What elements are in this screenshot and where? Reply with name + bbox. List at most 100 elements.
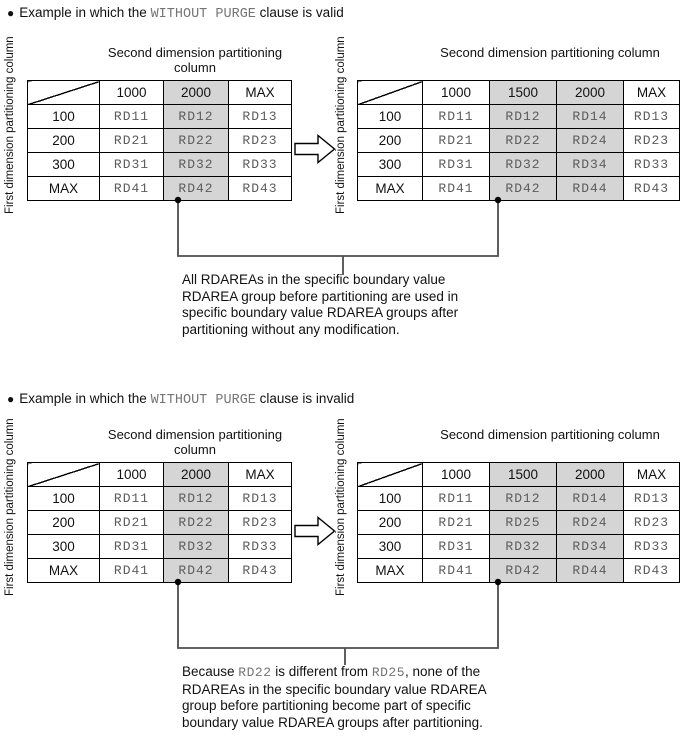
cell-RD44: RD44 bbox=[556, 176, 624, 201]
header-row: 1000 2000 MAX bbox=[27, 462, 292, 487]
second-dimension-label-before: Second dimension partitioning column bbox=[107, 45, 283, 75]
caption-valid: All RDAREAs in the specific boundary val… bbox=[182, 272, 458, 338]
diagonal-corner-cell bbox=[27, 80, 100, 105]
connector-lines-valid bbox=[174, 196, 502, 275]
table-row: 300 RD31 RD32 RD34 RD33 bbox=[357, 534, 680, 559]
caption-line: All RDAREAs in the specific boundary val… bbox=[182, 272, 458, 289]
row-header-100: 100 bbox=[357, 104, 423, 129]
caption-line: specific boundary value RDAREA groups af… bbox=[182, 305, 458, 322]
inline-text: Because bbox=[182, 664, 239, 679]
cell-RD41: RD41 bbox=[99, 558, 164, 583]
table-row: 200 RD21 RD22 RD23 bbox=[27, 510, 292, 535]
cell-RD23: RD23 bbox=[228, 510, 292, 535]
diagonal-corner-cell bbox=[27, 462, 100, 487]
header-row: 1000 1500 2000 MAX bbox=[357, 462, 680, 487]
connector-lines-invalid bbox=[174, 578, 502, 665]
col-header-2000: 2000 bbox=[556, 80, 624, 105]
cell-RD31: RD31 bbox=[422, 152, 490, 177]
row-header-200: 200 bbox=[357, 510, 423, 535]
cell-RD24: RD24 bbox=[556, 510, 624, 535]
table-row: MAX RD41 RD42 RD43 bbox=[27, 558, 292, 583]
col-header-1500: 1500 bbox=[489, 80, 557, 105]
inline-text: clause is valid bbox=[255, 5, 344, 20]
table-row: 100 RD11 RD12 RD13 bbox=[27, 486, 292, 511]
inline-code: RD25 bbox=[371, 665, 406, 680]
row-header-200: 200 bbox=[27, 128, 100, 153]
row-header-200: 200 bbox=[357, 128, 423, 153]
diagonal-corner-cell bbox=[357, 80, 423, 105]
inline-text: All RDAREAs in the specific boundary val… bbox=[182, 272, 446, 287]
table-row: 100 RD11 RD12 RD14 RD13 bbox=[357, 486, 680, 511]
caption-line: partitioning without any modification. bbox=[182, 322, 458, 339]
transform-arrow-icon bbox=[294, 516, 336, 546]
cell-RD33: RD33 bbox=[623, 152, 680, 177]
cell-RD22: RD22 bbox=[489, 128, 557, 153]
table-row: MAX RD41 RD42 RD43 bbox=[27, 176, 292, 201]
col-header-2000: 2000 bbox=[163, 462, 229, 487]
cell-RD24: RD24 bbox=[556, 128, 624, 153]
cell-RD13: RD13 bbox=[623, 486, 680, 511]
col-header-MAX: MAX bbox=[623, 80, 680, 105]
caption-line: RDAREA group before partitioning are use… bbox=[182, 289, 458, 306]
cell-RD33: RD33 bbox=[228, 534, 292, 559]
diagonal-corner-cell bbox=[357, 462, 423, 487]
example-title-invalid: ● Example in which the WITHOUT PURGE clau… bbox=[7, 391, 354, 408]
cell-RD42: RD42 bbox=[489, 176, 557, 201]
anchor-dot bbox=[494, 196, 502, 204]
caption-invalid: Because RD22 is different from RD25, non… bbox=[182, 664, 487, 731]
inline-code: WITHOUT PURGE bbox=[150, 393, 256, 408]
inline-text: partitioning without any modification. bbox=[182, 321, 400, 337]
cell-RD32: RD32 bbox=[489, 534, 557, 559]
table-row: 300 RD31 RD32 RD34 RD33 bbox=[357, 152, 680, 177]
anchor-dot bbox=[174, 578, 182, 586]
table-before-partitioning-valid: 1000 2000 MAX 100 RD11 RD12 RD13 200 RD21 RD22 RD2… bbox=[27, 80, 292, 201]
row-header-MAX: MAX bbox=[27, 176, 100, 201]
cell-RD41: RD41 bbox=[422, 558, 490, 583]
cell-RD42: RD42 bbox=[163, 176, 229, 201]
cell-RD12: RD12 bbox=[489, 104, 557, 129]
cell-RD13: RD13 bbox=[228, 104, 292, 129]
cell-RD34: RD34 bbox=[556, 152, 624, 177]
col-header-MAX: MAX bbox=[228, 80, 292, 105]
table-before-partitioning-invalid: 1000 2000 MAX 100 RD11 RD12 RD13 200 RD21 RD22 RD2… bbox=[27, 462, 292, 583]
second-dimension-label-after: Second dimension partitioning column bbox=[440, 45, 660, 60]
row-header-100: 100 bbox=[357, 486, 423, 511]
table-after-partitioning-valid: 1000 1500 2000 MAX 100 RD11 RD12 RD14 RD13 200 RD2… bbox=[357, 80, 680, 201]
row-header-300: 300 bbox=[27, 534, 100, 559]
col-header-2000: 2000 bbox=[556, 462, 624, 487]
cell-RD22: RD22 bbox=[163, 510, 229, 535]
cell-RD33: RD33 bbox=[623, 534, 680, 559]
header-row: 1000 1500 2000 MAX bbox=[357, 80, 680, 105]
cell-RD23: RD23 bbox=[228, 128, 292, 153]
table-row: MAX RD41 RD42 RD44 RD43 bbox=[357, 558, 680, 583]
example-title-text: Example in which the WITHOUT PURGE claus… bbox=[19, 5, 344, 22]
inline-text: boundary value RDAREA groups after parti… bbox=[182, 714, 483, 730]
row-header-300: 300 bbox=[357, 152, 423, 177]
bullet-icon: ● bbox=[7, 392, 15, 406]
inline-text: clause is invalid bbox=[255, 391, 355, 406]
inline-text: specific boundary value RDAREA groups af… bbox=[182, 305, 459, 320]
table-row: 100 RD11 RD12 RD14 RD13 bbox=[357, 104, 680, 129]
cell-RD43: RD43 bbox=[623, 558, 680, 583]
cell-RD32: RD32 bbox=[163, 534, 229, 559]
row-header-200: 200 bbox=[27, 510, 100, 535]
inline-text: group before partitioning become part of… bbox=[182, 698, 471, 713]
cell-RD32: RD32 bbox=[163, 152, 229, 177]
inline-text: is different from bbox=[271, 664, 372, 679]
inline-text: RDAREA group before partitioning are use… bbox=[182, 288, 459, 304]
cell-RD13: RD13 bbox=[228, 486, 292, 511]
cell-RD12: RD12 bbox=[163, 104, 229, 129]
table-row: 200 RD21 RD25 RD24 RD23 bbox=[357, 510, 680, 535]
col-header-1000: 1000 bbox=[422, 462, 490, 487]
bullet-icon: ● bbox=[7, 6, 15, 20]
inline-text: Example in which the bbox=[19, 391, 151, 406]
col-header-1000: 1000 bbox=[422, 80, 490, 105]
cell-RD25: RD25 bbox=[489, 510, 557, 535]
caption-line: boundary value RDAREA groups after parti… bbox=[182, 715, 487, 732]
table-row: MAX RD41 RD42 RD44 RD43 bbox=[357, 176, 680, 201]
col-header-2000: 2000 bbox=[163, 80, 229, 105]
cell-RD34: RD34 bbox=[556, 534, 624, 559]
col-header-MAX: MAX bbox=[623, 462, 680, 487]
cell-RD31: RD31 bbox=[99, 152, 164, 177]
